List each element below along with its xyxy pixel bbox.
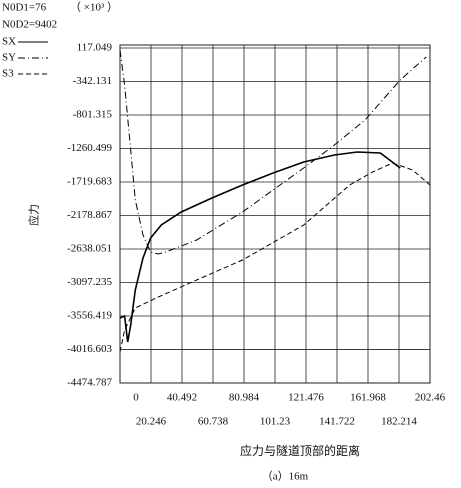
x-tick-label: 0 [133, 392, 139, 404]
legend-label: S3 [2, 68, 14, 80]
series-line [119, 151, 401, 343]
x-tick-label: 161.968 [350, 392, 386, 404]
x-tick-label: 20.246 [136, 416, 167, 428]
info-text: N0D1=76 [2, 2, 47, 14]
x-tick-label: 182.214 [381, 416, 417, 428]
series-line [119, 49, 427, 255]
x-tick-label: 101.23 [260, 416, 291, 428]
y-tick-label: -801.315 [73, 109, 113, 121]
y-tick-label: -1260.499 [67, 142, 112, 154]
y-tick-label: 117.049 [77, 42, 113, 54]
x-tick-label: 80.984 [229, 392, 260, 404]
x-tick-label: 121.476 [288, 392, 324, 404]
y-tick-label: -3556.419 [67, 310, 112, 322]
legend-label: SX [2, 36, 16, 48]
y-axis-label: 应力 [27, 204, 41, 226]
y-tick-label: -4016.603 [67, 343, 112, 355]
x-axis-label: 应力与隧道顶部的距离 [240, 443, 360, 458]
x-tick-label: 141.722 [319, 416, 355, 428]
y-tick-label: -3097.235 [67, 276, 112, 288]
unit-label: （ ×10³ ） [70, 1, 118, 14]
y-tick-label: -1719.683 [67, 176, 112, 188]
legend-label: SY [2, 52, 16, 64]
y-tick-label: -342.131 [73, 75, 112, 87]
y-tick-label: -4474.787 [67, 377, 112, 389]
y-tick-label: -2178.867 [67, 209, 112, 221]
x-tick-label: 202.46 [415, 392, 446, 404]
y-tick-label: -2638.051 [67, 243, 112, 255]
info-text: N0D2=9402 [2, 19, 57, 31]
caption: （a）16m [262, 470, 309, 483]
series-line [119, 162, 431, 353]
x-tick-label: 60.738 [198, 416, 229, 428]
x-tick-label: 40.492 [167, 392, 197, 404]
